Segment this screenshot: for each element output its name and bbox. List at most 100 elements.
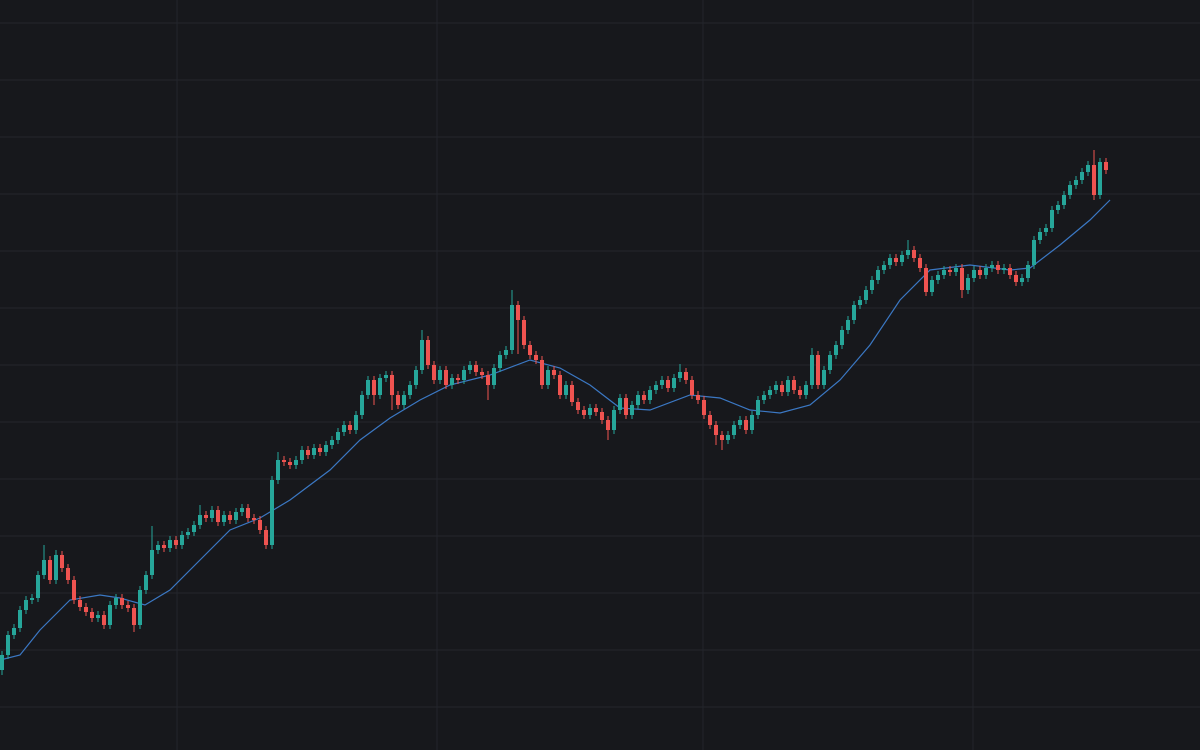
candle-body	[401, 395, 406, 405]
candle-body	[815, 355, 820, 385]
candle-body	[941, 270, 946, 275]
candle-body	[47, 560, 52, 580]
candle-body	[1049, 210, 1054, 228]
candle-body	[629, 405, 634, 415]
candle-body	[809, 355, 814, 385]
candle-body	[575, 402, 580, 410]
candle-body	[641, 395, 646, 400]
candle-body	[341, 425, 346, 432]
candle-body	[107, 605, 112, 625]
candle-body	[1025, 265, 1030, 278]
candle-body	[437, 370, 442, 380]
candle-body	[569, 385, 574, 402]
candle-body	[1055, 205, 1060, 210]
candle-body	[365, 380, 370, 395]
candle-body	[317, 448, 322, 452]
candle-body	[491, 368, 496, 385]
candle-body	[0, 655, 4, 670]
candle-body	[287, 462, 292, 465]
candle-body	[335, 432, 340, 440]
candle-body	[635, 395, 640, 405]
candle-body	[659, 380, 664, 385]
candle-body	[509, 305, 514, 350]
candle-body	[371, 380, 376, 395]
candle-body	[161, 545, 166, 548]
candle-body	[899, 255, 904, 262]
candle-body	[413, 370, 418, 385]
candle-body	[71, 580, 76, 600]
candle-body	[881, 265, 886, 270]
candle-body	[143, 575, 148, 590]
candle-body	[593, 408, 598, 412]
candle-body	[671, 378, 676, 388]
candle-body	[467, 365, 472, 370]
candle-body	[257, 520, 262, 530]
candle-body	[935, 275, 940, 280]
candle-body	[299, 450, 304, 460]
candle-body	[965, 278, 970, 290]
candle-body	[419, 340, 424, 370]
candle-body	[821, 370, 826, 385]
candle-body	[785, 380, 790, 392]
candle-body	[689, 380, 694, 395]
candle-body	[755, 400, 760, 415]
candle-body	[263, 530, 268, 545]
candle-body	[245, 508, 250, 518]
candle-body	[617, 398, 622, 410]
candle-body	[587, 408, 592, 415]
candle-body	[1013, 275, 1018, 282]
candle-body	[377, 378, 382, 395]
candle-body	[581, 410, 586, 415]
candle-body	[839, 330, 844, 345]
candle-body	[479, 372, 484, 375]
candle-body	[323, 445, 328, 452]
candle-body	[227, 515, 232, 520]
candle-body	[503, 350, 508, 355]
candle-body	[923, 268, 928, 292]
candle-body	[461, 370, 466, 380]
candle-body	[1073, 180, 1078, 185]
candle-body	[407, 385, 412, 395]
candle-body	[269, 480, 274, 545]
candle-body	[989, 265, 994, 268]
candle-body	[929, 280, 934, 292]
candle-body	[167, 540, 172, 548]
candle-body	[485, 375, 490, 385]
candle-body	[281, 460, 286, 462]
candle-body	[701, 400, 706, 415]
candle-body	[995, 265, 1000, 270]
candle-body	[191, 525, 196, 532]
candle-body	[653, 385, 658, 390]
candle-body	[1007, 268, 1012, 275]
candle-body	[173, 540, 178, 545]
candle-body	[911, 250, 916, 258]
candle-body	[779, 385, 784, 392]
candle-body	[89, 612, 94, 618]
candle-body	[527, 345, 532, 355]
candle-body	[743, 420, 748, 430]
candle-body	[125, 605, 130, 608]
candle-body	[791, 380, 796, 390]
candle-body	[725, 435, 730, 440]
candle-body	[719, 435, 724, 440]
candle-body	[41, 560, 46, 575]
candle-body	[353, 415, 358, 430]
candle-body	[17, 610, 22, 628]
candle-body	[983, 268, 988, 275]
candle-body	[647, 390, 652, 400]
candle-body	[845, 320, 850, 330]
candle-body	[539, 360, 544, 385]
candle-body	[731, 425, 736, 435]
candle-body	[551, 370, 556, 375]
candle-body	[953, 268, 958, 272]
candle-body	[101, 615, 106, 625]
candle-body	[1097, 162, 1102, 195]
candle-body	[203, 515, 208, 518]
candle-body	[515, 305, 520, 320]
candle-body	[803, 385, 808, 395]
candle-body	[563, 385, 568, 395]
candle-body	[1079, 172, 1084, 180]
candle-body	[59, 555, 64, 568]
